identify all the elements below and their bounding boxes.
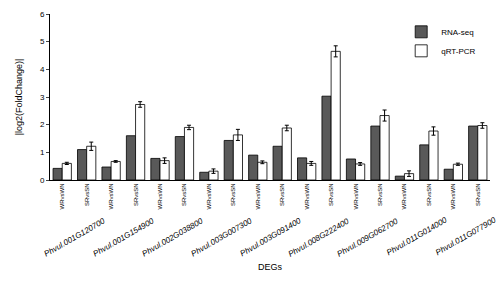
svg-text:Phvul.002G038800: Phvul.002G038800 [141,216,205,258]
svg-text:SRvsSN: SRvsSN [279,183,285,206]
svg-text:WRvsWN: WRvsWN [59,183,65,209]
svg-text:WRvsWN: WRvsWN [450,183,456,209]
svg-text:SRvsSN: SRvsSN [475,183,481,206]
svg-text:WRvsWN: WRvsWN [255,183,261,209]
svg-text:1: 1 [40,148,45,157]
svg-text:Phvul.001G120700: Phvul.001G120700 [43,216,107,258]
svg-text:SRvsSN: SRvsSN [133,183,139,206]
svg-text:RNA-seq: RNA-seq [441,28,473,37]
svg-text:|log2(FoldChange)|: |log2(FoldChange)| [14,59,24,136]
svg-text:WRvsWN: WRvsWN [157,183,163,209]
svg-text:0: 0 [40,176,45,185]
svg-text:Phvul.003G007300: Phvul.003G007300 [190,216,254,258]
svg-text:SRvsSN: SRvsSN [328,183,334,206]
svg-text:Phvul.008G222400: Phvul.008G222400 [287,216,351,258]
svg-text:Phvul.009G062700: Phvul.009G062700 [336,216,400,258]
svg-text:WRvsWN: WRvsWN [353,183,359,209]
svg-text:5: 5 [40,37,45,46]
svg-text:SRvsSN: SRvsSN [230,183,236,206]
svg-text:SRvsSN: SRvsSN [377,183,383,206]
svg-text:WRvsWN: WRvsWN [206,183,212,209]
svg-text:SRvsSN: SRvsSN [181,183,187,206]
svg-text:Phvul.011G014000: Phvul.011G014000 [385,215,449,257]
svg-text:WRvsWN: WRvsWN [108,183,114,209]
svg-text:SRvsSN: SRvsSN [426,183,432,206]
svg-text:Phvul.011G077900: Phvul.011G077900 [434,215,498,257]
svg-text:4: 4 [40,65,45,74]
svg-text:6: 6 [40,10,45,19]
svg-text:SRvsSN: SRvsSN [84,183,90,206]
svg-text:2: 2 [40,120,45,129]
svg-text:Phvul.001G154900: Phvul.001G154900 [92,216,156,258]
svg-text:qRT-PCR: qRT-PCR [441,47,475,56]
svg-text:WRvsWN: WRvsWN [304,183,310,209]
svg-text:3: 3 [40,93,45,102]
svg-text:WRvsWN: WRvsWN [401,183,407,209]
svg-text:DEGs: DEGs [258,262,283,272]
svg-text:Phvul.003G091400: Phvul.003G091400 [239,216,303,258]
